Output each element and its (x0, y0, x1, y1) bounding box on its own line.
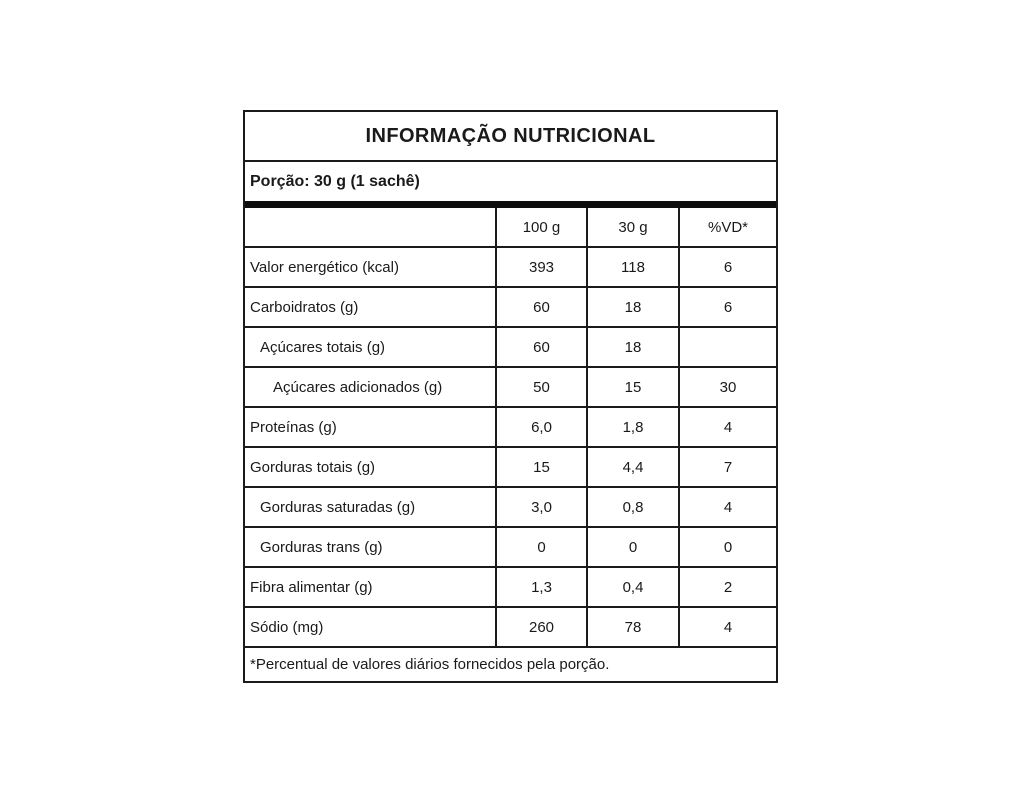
row-value-100g: 0 (495, 528, 586, 566)
table-row-proteinas: Proteínas (g) 6,0 1,8 4 (245, 408, 776, 448)
row-value-100g: 1,3 (495, 568, 586, 606)
row-label: Carboidratos (g) (250, 298, 359, 316)
row-value-vd: 7 (678, 448, 776, 486)
row-value-30g: 1,8 (586, 408, 678, 446)
table-row-fibra-alimentar: Fibra alimentar (g) 1,3 0,4 2 (245, 568, 776, 608)
header-row: 100 g 30 g %VD* (245, 208, 776, 248)
header-col-100g: 100 g (495, 208, 586, 246)
row-label: Gorduras saturadas (g) (260, 498, 416, 516)
row-value-30g: 18 (586, 288, 678, 326)
header-col-30g: 30 g (586, 208, 678, 246)
table-row-acucares-adicionados: Açúcares adicionados (g) 50 15 30 (245, 368, 776, 408)
row-value-30g: 18 (586, 328, 678, 366)
row-value-100g: 50 (495, 368, 586, 406)
row-label: Proteínas (g) (250, 418, 337, 436)
row-label: Açúcares totais (g) (260, 338, 386, 356)
table-title: INFORMAÇÃO NUTRICIONAL (245, 112, 776, 162)
row-label: Açúcares adicionados (g) (273, 378, 443, 396)
row-value-30g: 4,4 (586, 448, 678, 486)
row-value-vd (678, 328, 776, 366)
table-row-carboidratos: Carboidratos (g) 60 18 6 (245, 288, 776, 328)
header-empty-cell (245, 208, 495, 246)
row-label: Fibra alimentar (g) (250, 578, 373, 596)
portion-line: Porção: 30 g (1 sachê) (250, 172, 420, 190)
row-value-vd: 6 (678, 248, 776, 286)
header-col-vd: %VD* (678, 208, 776, 246)
row-label: Valor energético (kcal) (250, 258, 399, 276)
row-value-30g: 0,8 (586, 488, 678, 526)
nutrition-facts-table: INFORMAÇÃO NUTRICIONAL Porção: 30 g (1 s… (243, 110, 778, 683)
row-value-vd: 30 (678, 368, 776, 406)
row-value-vd: 4 (678, 408, 776, 446)
table-row-gorduras-trans: Gorduras trans (g) 0 0 0 (245, 528, 776, 568)
row-value-vd: 4 (678, 488, 776, 526)
row-value-30g: 118 (586, 248, 678, 286)
footnote: *Percentual de valores diários fornecido… (250, 656, 610, 673)
row-label: Gorduras totais (g) (250, 458, 376, 476)
row-value-100g: 6,0 (495, 408, 586, 446)
row-value-vd: 0 (678, 528, 776, 566)
table-row-valor-energetico: Valor energético (kcal) 393 118 6 (245, 248, 776, 288)
row-label: Sódio (mg) (250, 618, 324, 636)
row-value-30g: 0,4 (586, 568, 678, 606)
row-value-vd: 4 (678, 608, 776, 646)
row-value-30g: 78 (586, 608, 678, 646)
row-label: Gorduras trans (g) (260, 538, 383, 556)
table-row-acucares-totais: Açúcares totais (g) 60 18 (245, 328, 776, 368)
row-value-100g: 260 (495, 608, 586, 646)
row-value-100g: 393 (495, 248, 586, 286)
row-value-vd: 6 (678, 288, 776, 326)
row-value-30g: 15 (586, 368, 678, 406)
table-row-gorduras-totais: Gorduras totais (g) 15 4,4 7 (245, 448, 776, 488)
row-value-100g: 60 (495, 288, 586, 326)
row-value-100g: 3,0 (495, 488, 586, 526)
table-row-gorduras-saturadas: Gorduras saturadas (g) 3,0 0,8 4 (245, 488, 776, 528)
thick-divider-bar (245, 201, 776, 208)
row-value-vd: 2 (678, 568, 776, 606)
row-value-30g: 0 (586, 528, 678, 566)
table-row-sodio: Sódio (mg) 260 78 4 (245, 608, 776, 648)
row-value-100g: 60 (495, 328, 586, 366)
row-value-100g: 15 (495, 448, 586, 486)
